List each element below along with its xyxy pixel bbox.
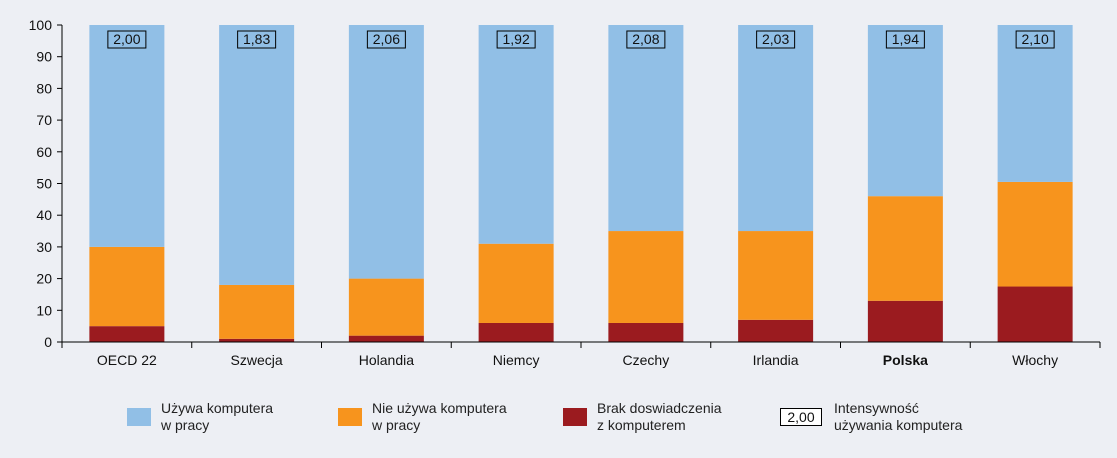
legend-intensity-sample: 2,00 [780,408,822,426]
legend-label-uses-line2: w pracy [161,417,210,433]
intensity-box [107,30,147,49]
x-tick-label: Irlandia [753,352,799,368]
x-tick-label: Polska [883,352,928,368]
legend-label-intensity: Intensywność używania komputera [834,400,962,434]
x-tick-label: Niemcy [493,352,540,368]
bar-segment [219,25,295,285]
bar-segment [867,300,943,342]
bar-segment [608,231,684,323]
legend-label-no-experience-line2: z komputerem [597,417,686,433]
legend-label-uses-line1: Używa komputera [161,400,274,416]
legend-label-intensity-line1: Intensywność [834,400,919,416]
intensity-label: 1,83 [243,31,270,47]
bar-segment [997,286,1073,342]
y-tick-label: 70 [36,112,52,128]
y-tick-label: 10 [36,302,52,318]
legend-label-not-uses-line2: w pracy [372,417,421,433]
bar-segment [478,25,554,244]
x-tick-label: Holandia [359,352,414,368]
bar-segment [867,25,943,197]
bar-segment [348,278,424,336]
x-tick-label: Szwecja [231,352,283,368]
bar-segment [608,25,684,232]
legend-swatch-not-uses [338,408,362,426]
intensity-label: 2,06 [373,31,400,47]
legend-swatch-uses [127,408,151,426]
bar-segment [738,231,814,320]
bar-segment [738,25,814,232]
bar-segment [219,284,295,339]
legend-item-no-experience: Brak doswiadczenia z komputerem [563,400,722,434]
legend-label-intensity-line2: używania komputera [834,417,963,433]
legend-label-uses: Używa komputera w pracy [161,400,273,434]
bar-segment [997,25,1073,182]
intensity-box [756,30,796,49]
intensity-box [496,30,536,49]
bar-segment [608,322,684,342]
intensity-box [366,30,406,49]
legend-swatch-no-experience [563,408,587,426]
bar-segment [478,243,554,323]
intensity-label: 1,94 [892,31,919,47]
bar-segment [738,319,814,342]
bar-segment [478,322,554,342]
bar-segment [219,338,295,342]
legend-label-not-uses: Nie używa komputera w pracy [372,400,507,434]
intensity-box [1015,30,1055,49]
y-tick-label: 0 [44,334,52,350]
x-axis: OECD 22 Szwecja Holandia Niemcy Czechy Irland… [61,341,1101,368]
legend-label-no-experience-line1: Brak doswiadczenia [597,400,722,416]
legend: Używa komputera w pracy Nie używa komput… [0,400,1117,450]
legend-item-uses: Używa komputera w pracy [127,400,273,434]
y-axis: 0 10 20 30 40 50 60 70 80 90 100 [29,17,63,350]
bar-segment [997,181,1073,287]
bars: 2,00 1,83 2,06 1,92 2,08 2,03 1,94 2,10 [89,25,1073,342]
y-tick-label: 100 [29,17,53,33]
y-tick-label: 60 [36,144,52,160]
bar-segment [89,326,165,342]
bar-segment [89,246,165,327]
legend-label-no-experience: Brak doswiadczenia z komputerem [597,400,722,434]
intensity-box [885,30,925,49]
bar-segment [867,196,943,301]
y-tick-label: 40 [36,207,52,223]
y-tick-label: 20 [36,271,52,287]
legend-item-not-uses: Nie używa komputera w pracy [338,400,507,434]
intensity-box [237,30,277,49]
bar-segment [348,335,424,342]
x-tick-label: OECD 22 [97,352,157,368]
x-tick-label: Włochy [1012,352,1058,368]
bar-segment [348,25,424,279]
legend-label-not-uses-line1: Nie używa komputera [372,400,507,416]
y-tick-label: 80 [36,80,52,96]
y-tick-label: 90 [36,49,52,65]
intensity-box [626,30,666,49]
y-tick-label: 30 [36,239,52,255]
legend-item-intensity: 2,00 Intensywność używania komputera [780,400,962,434]
x-tick-label: Czechy [623,352,670,368]
intensity-label: 2,08 [632,31,659,47]
y-tick-label: 50 [36,176,52,192]
intensity-label: 2,03 [762,31,789,47]
intensity-label: 2,10 [1022,31,1049,47]
intensity-label: 2,00 [113,31,140,47]
intensity-label: 1,92 [503,31,530,47]
bar-segment [89,25,165,247]
